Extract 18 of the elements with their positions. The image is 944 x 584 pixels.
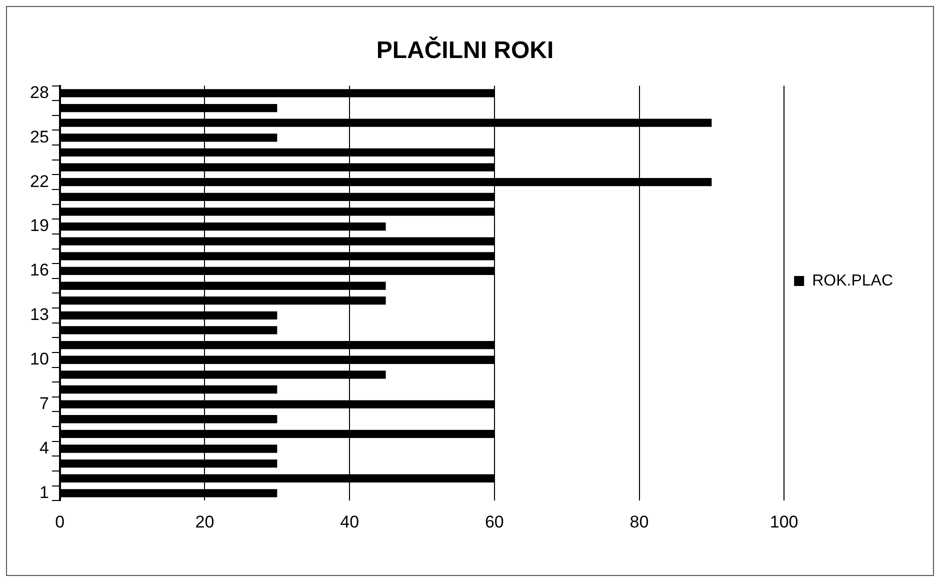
y-tick-label: 10	[30, 350, 49, 369]
x-tick-label: 0	[55, 512, 65, 532]
y-tick-label: 4	[39, 438, 49, 458]
y-tick-label: 1	[39, 482, 49, 502]
x-tick-label: 80	[630, 512, 649, 532]
y-tick-label: 22	[30, 172, 49, 191]
y-tick-label: 25	[30, 127, 49, 146]
x-tick-label: 40	[340, 512, 360, 532]
y-tick-label: 13	[30, 305, 49, 324]
legend-label: ROK.PLAC	[812, 272, 894, 290]
x-tick-label: 60	[484, 512, 504, 532]
y-tick-label: 19	[30, 216, 49, 236]
x-tick-label: 20	[195, 512, 214, 532]
y-tick-label: 16	[30, 260, 49, 280]
chart-title: PLAČILNI ROKI	[376, 36, 554, 64]
y-tick-label: 7	[39, 394, 49, 413]
y-tick-label: 28	[30, 82, 49, 102]
x-tick-label: 100	[770, 512, 798, 532]
